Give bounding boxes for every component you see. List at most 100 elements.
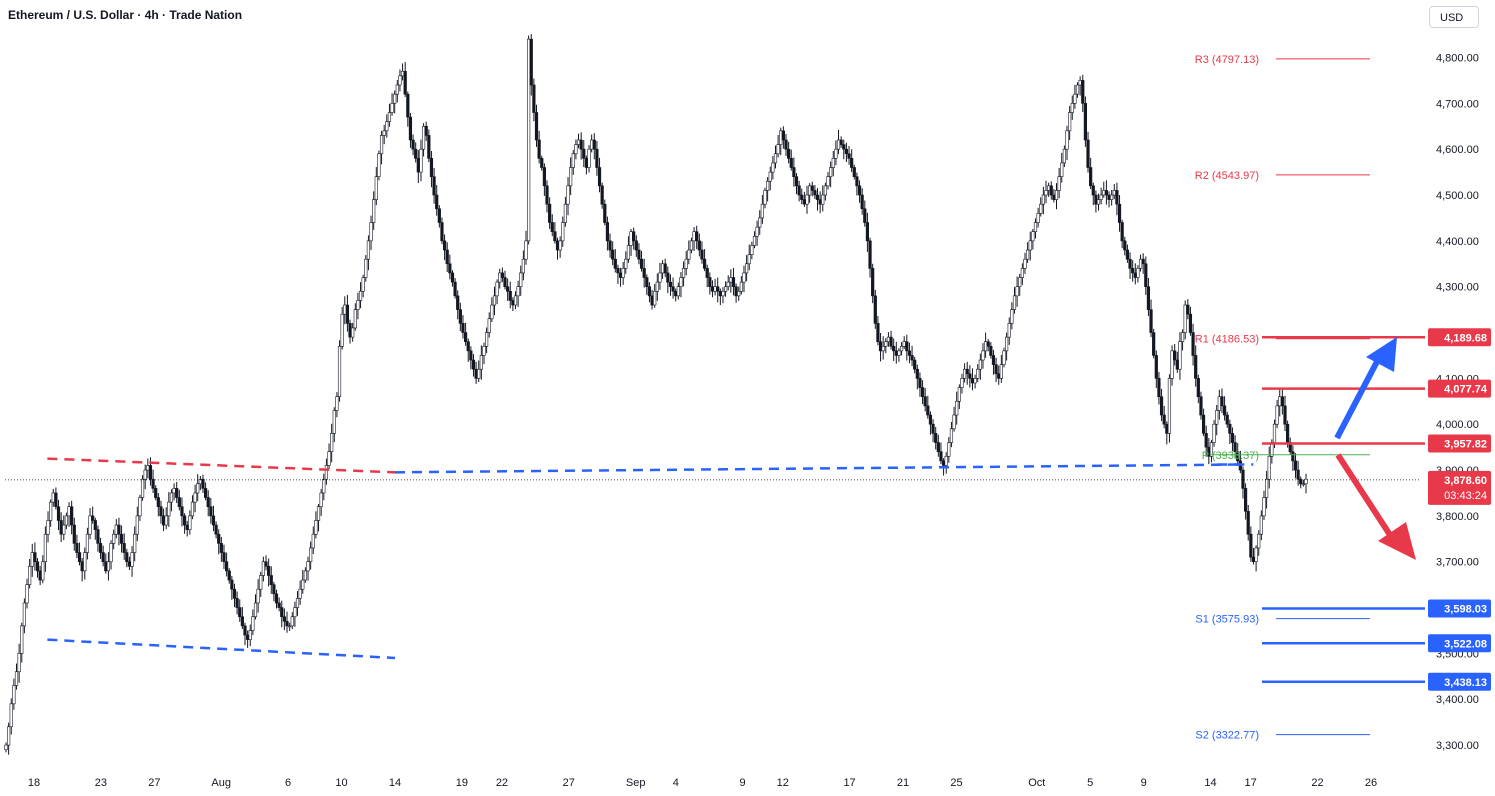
candle (642, 258, 646, 288)
candle (569, 157, 573, 196)
candle (1170, 345, 1174, 386)
candle (721, 287, 725, 304)
candle-body (456, 295, 460, 310)
candle (516, 280, 520, 307)
candle-body (492, 295, 497, 306)
candle (524, 230, 528, 265)
candle-body (1131, 268, 1135, 274)
candle-body (469, 350, 473, 361)
candle (1026, 242, 1030, 263)
candle-body (700, 249, 704, 260)
candle-body (829, 167, 833, 177)
candle-body (151, 478, 155, 489)
candle (994, 357, 998, 383)
candle-body (201, 478, 205, 489)
price-axis[interactable]: 4,800.00 4,700.00 4,600.00 4,500.00 4,400.00… (1428, 53, 1491, 753)
candle (106, 552, 111, 581)
candle (566, 177, 570, 216)
candle-body (597, 167, 602, 187)
candle-body (382, 130, 386, 136)
candle-body (513, 295, 518, 306)
candle (463, 322, 468, 346)
candle-body (907, 350, 912, 356)
candle (12, 678, 16, 710)
time-axis[interactable]: 18 23 27 Aug 6 10 14 19 22 27 Sep 4 9 12 17 21 25 Oct 5 9 14… (28, 777, 1377, 789)
candle (1020, 263, 1024, 285)
candle-body (1152, 332, 1156, 356)
candle (1023, 252, 1027, 274)
candle (886, 332, 891, 347)
candle-body (435, 194, 439, 210)
y-tick-label: 4,600.00 (1436, 144, 1479, 156)
pivot-label-r3: R3 (4797.13) (1195, 54, 1259, 66)
candle (737, 286, 741, 301)
candle (7, 722, 11, 755)
candle-body (133, 533, 137, 553)
candle-body (253, 602, 258, 618)
candle-body (98, 543, 103, 553)
candle (1280, 387, 1284, 415)
candle (182, 513, 187, 534)
candle (385, 114, 389, 138)
candle (495, 279, 499, 305)
candle (25, 578, 29, 609)
candle-body (330, 433, 334, 453)
candle (437, 205, 441, 228)
candle (855, 172, 859, 196)
candle (112, 529, 116, 550)
candle (1304, 473, 1308, 494)
candle (852, 164, 856, 180)
candle-body (400, 70, 405, 77)
candle-body (962, 368, 967, 379)
candle (477, 360, 481, 383)
candle-body (708, 277, 712, 287)
candle (1262, 490, 1266, 521)
currency-selector[interactable]: USD (1429, 6, 1479, 28)
candle (561, 216, 565, 247)
candle (232, 583, 237, 608)
candle (64, 512, 69, 530)
candle (316, 503, 321, 532)
bearish-arrow (1335, 453, 1416, 560)
candle (41, 555, 45, 584)
candle (692, 227, 696, 251)
candle-body (101, 552, 105, 563)
candle (939, 442, 943, 465)
candle (1201, 408, 1206, 437)
candle (322, 473, 326, 501)
candle-body (127, 561, 132, 567)
candle-body (1012, 295, 1017, 310)
candle (1107, 191, 1111, 208)
candle-body (377, 153, 381, 177)
candle-body (1220, 396, 1224, 407)
candle (1283, 395, 1287, 432)
x-tick-label: Oct (1028, 777, 1045, 789)
candle (490, 297, 494, 322)
candle-body (939, 451, 943, 462)
candle-body (826, 176, 830, 187)
candle (918, 372, 922, 397)
candle (256, 579, 260, 613)
candle (655, 273, 659, 301)
candle (1096, 193, 1101, 211)
candle-body (973, 378, 977, 384)
candle (734, 283, 738, 303)
candle-body (288, 625, 292, 628)
candle-body (314, 520, 318, 535)
candle-body (873, 295, 877, 324)
candle-body (112, 533, 116, 544)
x-tick-label: 5 (1087, 777, 1093, 789)
candle (1039, 197, 1043, 217)
candle (792, 157, 796, 187)
candle (1230, 427, 1235, 452)
candle-body (83, 552, 87, 572)
candle (892, 338, 896, 361)
candle (1217, 389, 1221, 420)
candle (550, 214, 554, 237)
candle-body (1062, 148, 1066, 164)
candle (1259, 510, 1263, 541)
candle (1173, 343, 1177, 366)
candle (805, 185, 809, 214)
last-price-badge (1428, 470, 1491, 505)
